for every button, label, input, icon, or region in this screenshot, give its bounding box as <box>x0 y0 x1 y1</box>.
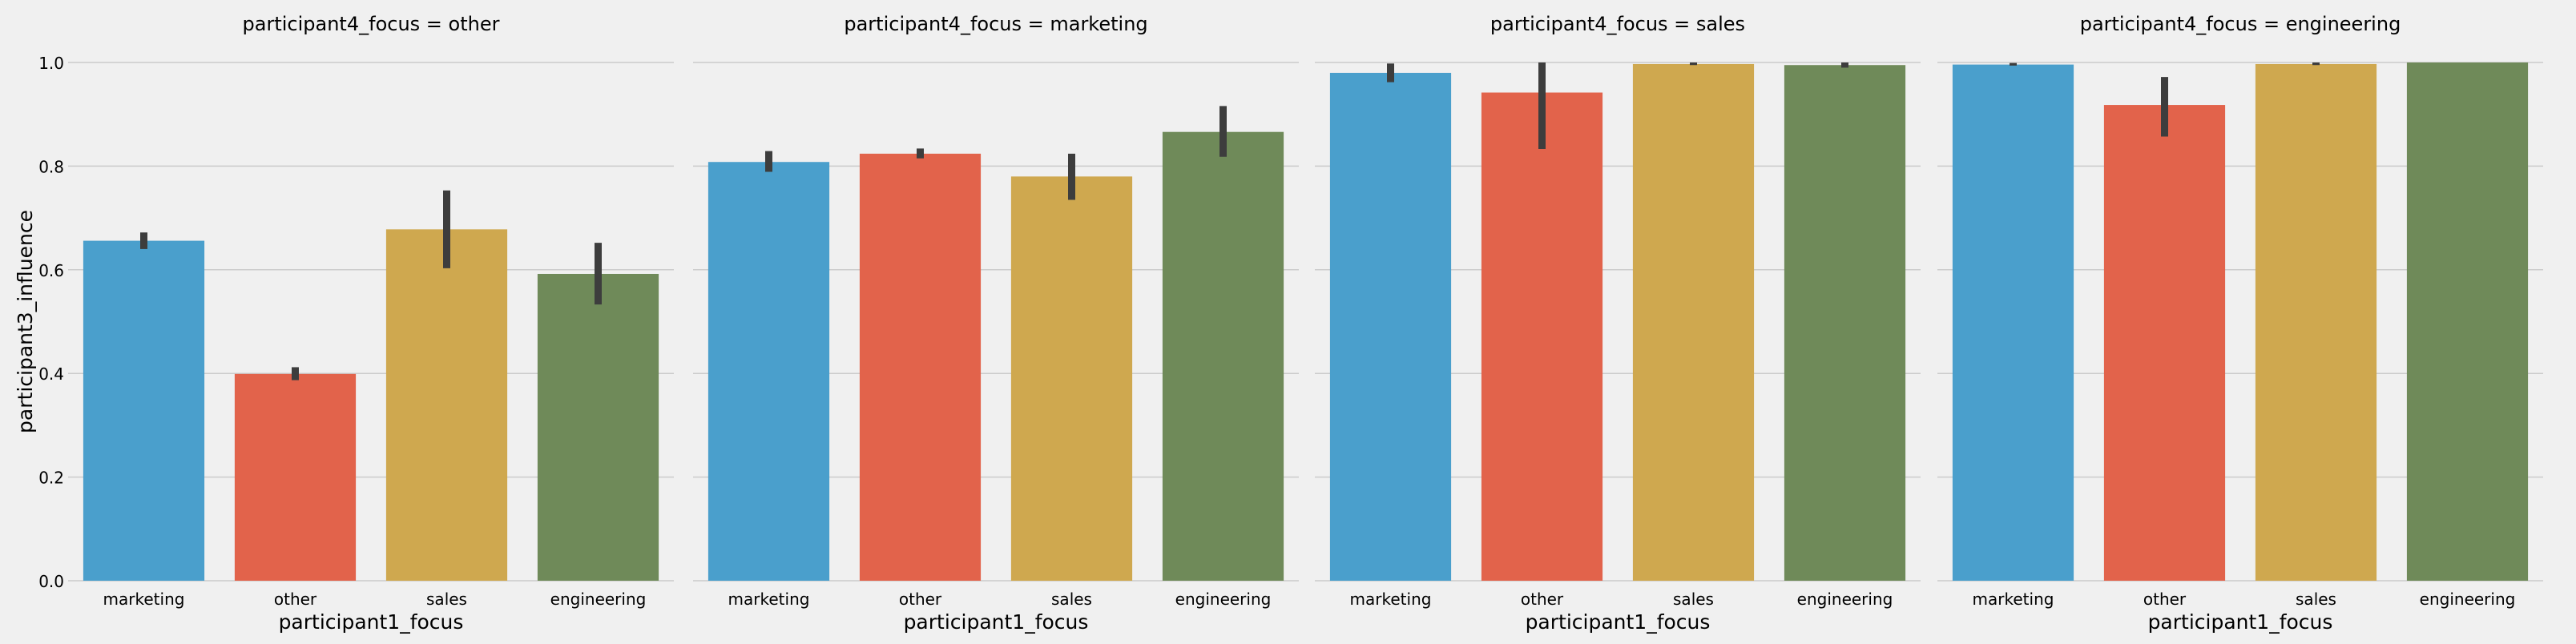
facet-title: participant4_focus = other <box>243 13 500 35</box>
facet-panel-engineering: participant4_focus = engineering marketin… <box>1937 13 2543 634</box>
bar-engineering <box>1784 65 1906 582</box>
x-axis-label: participant1_focus <box>279 610 464 634</box>
x-tick-label: sales <box>2296 590 2336 609</box>
y-tick-label: 1.0 <box>38 54 64 73</box>
x-tick-label: other <box>2143 590 2187 609</box>
x-tick-label: sales <box>426 590 467 609</box>
x-tick-label: sales <box>1673 590 1714 609</box>
x-tick-label: marketing <box>1973 590 2054 609</box>
bar-marketing <box>707 162 830 581</box>
facet-panel-other: participant4_focus = other marketing other… <box>68 13 674 634</box>
x-tick-label: engineering <box>1175 590 1272 609</box>
y-tick-label: 0.0 <box>38 572 64 591</box>
bar-other <box>859 153 982 581</box>
bar-marketing <box>1952 64 2074 581</box>
facet-panel-sales: participant4_focus = sales marketing other… <box>1315 13 1921 634</box>
bar-engineering <box>537 273 659 581</box>
x-tick-label: engineering <box>2420 590 2516 609</box>
x-axis-label: participant1_focus <box>1526 610 1711 634</box>
bar-engineering <box>1162 131 1284 581</box>
y-axis-label: participant3_influence <box>14 210 37 433</box>
bar-other <box>2103 105 2226 581</box>
facet-panel-marketing: participant4_focus = marketing marketing o… <box>693 13 1299 634</box>
x-tick-label: engineering <box>550 590 647 609</box>
y-tick-label: 0.4 <box>38 364 64 384</box>
bar-sales <box>1632 63 1755 582</box>
bar-other <box>234 373 357 581</box>
bar-other <box>1481 92 1603 581</box>
x-axis-label: participant1_focus <box>2148 610 2333 634</box>
x-tick-label: other <box>274 590 317 609</box>
x-tick-label: engineering <box>1797 590 1893 609</box>
x-tick-label: other <box>1521 590 1564 609</box>
bar-marketing <box>83 240 205 581</box>
facet-title: participant4_focus = sales <box>1490 13 1745 35</box>
bar-sales <box>2255 63 2377 582</box>
x-axis-label: participant1_focus <box>904 610 1089 634</box>
y-tick-label: 0.6 <box>38 261 64 280</box>
facet-title: participant4_focus = engineering <box>2080 13 2401 35</box>
y-tick-label: 0.8 <box>38 157 64 176</box>
bar-sales <box>385 229 508 581</box>
bar-sales <box>1010 176 1133 581</box>
y-tick-label: 0.2 <box>38 469 64 488</box>
facet-title: participant4_focus = marketing <box>844 13 1147 35</box>
x-tick-label: marketing <box>103 590 185 609</box>
x-tick-label: other <box>899 590 942 609</box>
x-tick-label: marketing <box>1350 590 1432 609</box>
x-tick-label: marketing <box>728 590 810 609</box>
bar-engineering <box>2406 62 2529 581</box>
bar-marketing <box>1329 72 1452 581</box>
x-tick-label: sales <box>1051 590 1092 609</box>
